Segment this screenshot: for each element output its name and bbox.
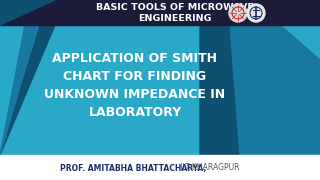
Bar	[0, 0, 320, 25]
Text: APPLICATION OF SMITH
CHART FOR FINDING
UNKNOWN IMPEDANCE IN
LABORATORY: APPLICATION OF SMITH CHART FOR FINDING U…	[44, 51, 226, 118]
Circle shape	[229, 4, 247, 22]
Text: BASIC TOOLS OF MICROWAVE
ENGINEERING: BASIC TOOLS OF MICROWAVE ENGINEERING	[96, 3, 254, 23]
Circle shape	[247, 4, 265, 22]
Polygon shape	[0, 25, 38, 155]
Polygon shape	[0, 25, 55, 155]
Polygon shape	[0, 0, 55, 25]
Text: PROF. AMITABHA BHATTACHARYA,: PROF. AMITABHA BHATTACHARYA,	[60, 163, 206, 172]
Polygon shape	[230, 25, 320, 155]
Bar	[0, 155, 320, 180]
Polygon shape	[200, 25, 320, 155]
Text: IIT KHARAGPUR: IIT KHARAGPUR	[178, 163, 239, 172]
